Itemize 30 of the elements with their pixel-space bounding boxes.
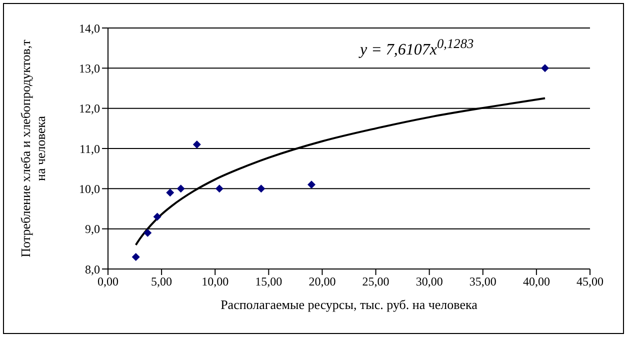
x-tick-label: 20,00 — [308, 274, 336, 289]
point — [144, 228, 152, 237]
x-tick-label: 40,00 — [522, 274, 550, 289]
point — [166, 188, 174, 197]
y-tick-label: 9,0 — [85, 222, 100, 236]
y-tick-label: 8,0 — [85, 262, 100, 276]
point — [215, 184, 224, 193]
x-tick-label: 35,00 — [469, 274, 496, 289]
x-tick-label: 0,00 — [98, 274, 118, 289]
y-tick-label: 14,0 — [79, 21, 100, 36]
point — [132, 252, 140, 261]
x-tick-label: 10,00 — [202, 274, 229, 289]
y-axis-title: Потребление хлеба и хлебопродуктов,т на человека — [18, 39, 48, 258]
y-tick-label: 13,0 — [79, 61, 100, 76]
point — [192, 140, 201, 148]
x-tick-label: 45,00 — [576, 274, 604, 289]
point — [257, 184, 266, 193]
y-tick-label: 12,0 — [79, 102, 100, 116]
y-tick-label: 11,0 — [79, 142, 100, 156]
point — [153, 212, 162, 221]
x-tick-label: 15,00 — [255, 274, 282, 289]
x-tick-label: 25,00 — [362, 274, 390, 289]
x-tick-label: 5,00 — [151, 274, 172, 289]
y-tick-label: 10,0 — [79, 182, 100, 196]
x-tick-label: 30,00 — [416, 274, 443, 289]
point — [308, 180, 316, 189]
annotation: y = 7,6107x$^{0,1283}$ — [360, 36, 474, 60]
point — [541, 64, 550, 72]
point — [176, 184, 185, 193]
x-axis-title: Располагаемые ресурсы, тыс. руб. на человека — [220, 297, 478, 312]
